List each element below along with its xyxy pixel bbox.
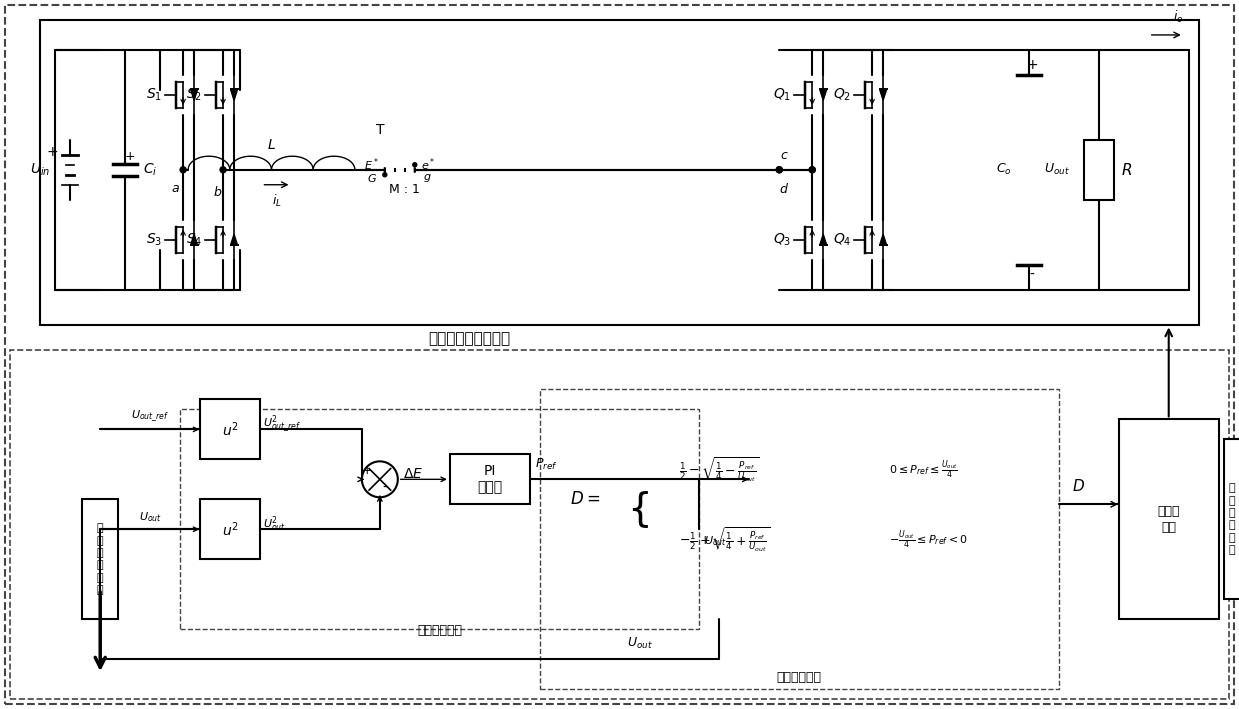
Text: $D=$: $D=$ bbox=[570, 491, 600, 508]
Text: 单移相
控制: 单移相 控制 bbox=[1157, 505, 1180, 534]
Circle shape bbox=[180, 167, 186, 173]
Text: -: - bbox=[383, 481, 388, 496]
Text: $C_i$: $C_i$ bbox=[144, 162, 157, 178]
Circle shape bbox=[221, 167, 225, 173]
Text: $\Delta E$: $\Delta E$ bbox=[403, 467, 422, 481]
Text: $U^2_{out}$: $U^2_{out}$ bbox=[263, 515, 286, 534]
Bar bbox=[1084, 140, 1114, 200]
Text: $u^2$: $u^2$ bbox=[222, 420, 238, 439]
Polygon shape bbox=[230, 89, 238, 101]
Text: $i_o$: $i_o$ bbox=[1173, 9, 1184, 25]
Text: $Q_1$: $Q_1$ bbox=[773, 86, 792, 103]
Circle shape bbox=[809, 167, 815, 173]
Bar bbox=[1224, 440, 1239, 599]
Polygon shape bbox=[820, 89, 826, 101]
Text: $C_o$: $C_o$ bbox=[996, 162, 1012, 177]
Text: PI
调节器: PI 调节器 bbox=[477, 464, 502, 494]
Text: $S_1$: $S_1$ bbox=[146, 86, 162, 103]
Text: $U_{out\_ref}$: $U_{out\_ref}$ bbox=[131, 409, 170, 425]
Text: 输
出
电
压
采
样: 输 出 电 压 采 样 bbox=[97, 523, 104, 596]
Text: M : 1: M : 1 bbox=[389, 183, 420, 196]
Text: $a$: $a$ bbox=[171, 182, 180, 195]
Circle shape bbox=[777, 167, 782, 173]
Text: $S_4$: $S_4$ bbox=[186, 231, 202, 248]
Text: $L$: $L$ bbox=[268, 138, 276, 152]
Polygon shape bbox=[880, 89, 887, 101]
Bar bbox=[1119, 420, 1219, 619]
Text: $U_{out}$: $U_{out}$ bbox=[1044, 162, 1069, 177]
Polygon shape bbox=[230, 234, 238, 245]
Circle shape bbox=[809, 167, 815, 173]
Text: 双有源桥直流变换器: 双有源桥直流变换器 bbox=[429, 332, 510, 347]
Bar bbox=[41, 20, 1198, 325]
Polygon shape bbox=[820, 234, 826, 245]
Text: {: { bbox=[627, 491, 652, 528]
Text: $\frac{1}{2}-\sqrt{\frac{1}{4}-\frac{P_{ref}}{U_{out}}}$: $\frac{1}{2}-\sqrt{\frac{1}{4}-\frac{P_{… bbox=[679, 455, 760, 484]
Text: $U_{out}$: $U_{out}$ bbox=[705, 535, 727, 548]
Text: $E^*$: $E^*$ bbox=[364, 157, 379, 173]
Text: $Q_4$: $Q_4$ bbox=[833, 231, 851, 248]
Circle shape bbox=[777, 167, 782, 173]
Text: $e^*$: $e^*$ bbox=[420, 157, 435, 173]
Text: 开
关
控
制
信
号: 开 关 控 制 信 号 bbox=[1229, 484, 1235, 555]
Bar bbox=[450, 454, 529, 504]
Text: $S_2$: $S_2$ bbox=[186, 86, 202, 103]
Text: $g$: $g$ bbox=[424, 172, 432, 184]
Text: +: + bbox=[1026, 58, 1038, 72]
Text: $U_{out}$: $U_{out}$ bbox=[627, 636, 653, 651]
Text: +: + bbox=[125, 150, 135, 163]
Polygon shape bbox=[880, 234, 887, 245]
Text: $-\frac{1}{2}+\sqrt{\frac{1}{4}+\frac{P_{ref}}{U_{out}}}$: $-\frac{1}{2}+\sqrt{\frac{1}{4}+\frac{P_… bbox=[679, 525, 771, 554]
Text: $D$: $D$ bbox=[1072, 479, 1085, 494]
Text: +: + bbox=[47, 145, 58, 159]
Bar bbox=[199, 399, 260, 459]
Text: $P_{ref}$: $P_{ref}$ bbox=[534, 457, 558, 472]
Text: $Q_3$: $Q_3$ bbox=[773, 231, 792, 248]
Text: +: + bbox=[362, 464, 373, 477]
Text: $i_L$: $i_L$ bbox=[271, 193, 281, 209]
Text: $Q_2$: $Q_2$ bbox=[833, 86, 851, 103]
Polygon shape bbox=[191, 234, 197, 245]
Bar bbox=[199, 499, 260, 559]
Polygon shape bbox=[191, 89, 197, 101]
Text: -: - bbox=[1030, 267, 1035, 281]
Text: $d$: $d$ bbox=[779, 182, 789, 196]
Text: $G$: $G$ bbox=[367, 172, 377, 184]
Text: $u^2$: $u^2$ bbox=[222, 520, 238, 539]
Text: $0\leq P_{ref}\leq\frac{U_{out}}{4}$: $0\leq P_{ref}\leq\frac{U_{out}}{4}$ bbox=[890, 458, 958, 481]
Bar bbox=[82, 499, 118, 619]
Text: $b$: $b$ bbox=[213, 185, 223, 199]
Text: $c$: $c$ bbox=[779, 149, 788, 162]
Text: $R$: $R$ bbox=[1121, 162, 1132, 178]
Text: 能量闭环控制: 能量闭环控制 bbox=[418, 624, 462, 637]
Circle shape bbox=[383, 173, 387, 177]
Text: $U^2_{out\_ref}$: $U^2_{out\_ref}$ bbox=[263, 414, 301, 435]
Bar bbox=[10, 350, 1229, 699]
Text: 直接功率控制: 直接功率控制 bbox=[777, 671, 821, 684]
Text: $U_{out}$: $U_{out}$ bbox=[139, 510, 162, 524]
Circle shape bbox=[413, 163, 416, 167]
Text: $-\frac{U_{out}}{4}\leq P_{ref}<0$: $-\frac{U_{out}}{4}\leq P_{ref}<0$ bbox=[890, 528, 968, 551]
Bar bbox=[180, 409, 699, 629]
Text: T: T bbox=[375, 123, 384, 137]
Bar bbox=[540, 389, 1059, 689]
Text: $S_3$: $S_3$ bbox=[146, 231, 162, 248]
Text: $U_{in}$: $U_{in}$ bbox=[30, 162, 51, 178]
